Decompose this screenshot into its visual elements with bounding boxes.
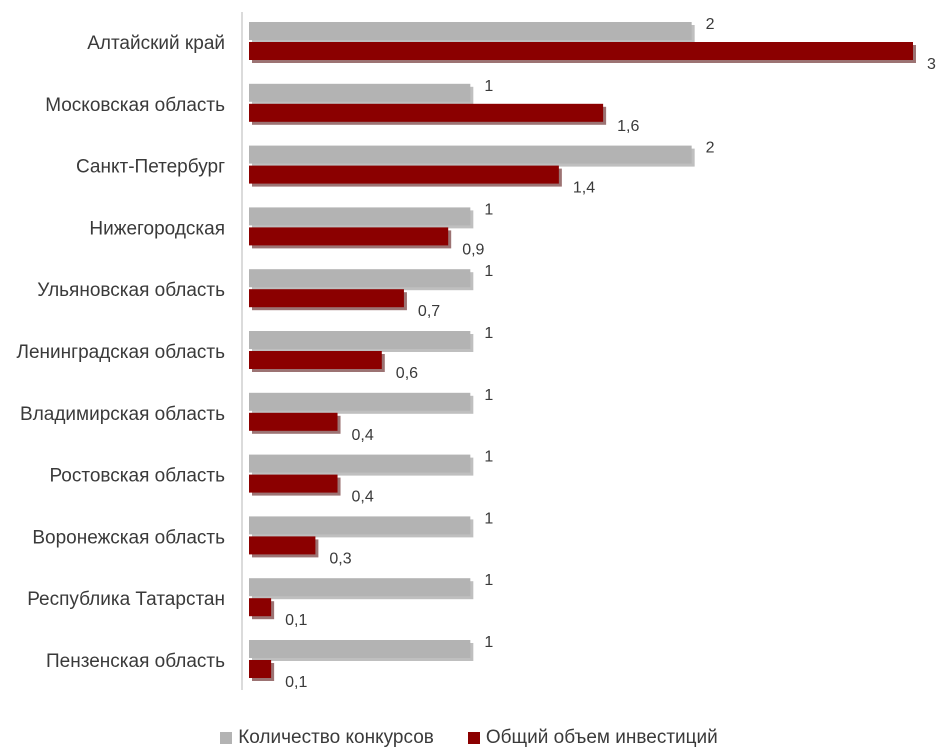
value-label-contests: 1	[484, 449, 493, 466]
value-label-contests: 1	[484, 572, 493, 589]
bar-investments	[249, 598, 272, 617]
bar-investments	[249, 103, 604, 122]
value-label-contests: 1	[484, 325, 493, 342]
category-label: Ленинградская область	[17, 342, 226, 363]
bar-investments	[249, 227, 449, 246]
category-label: Санкт-Петербург	[76, 157, 225, 178]
legend-swatch-contests	[220, 732, 233, 744]
bar-contests	[249, 392, 471, 411]
value-label-investments: 0,3	[329, 550, 351, 567]
value-label-contests: 1	[484, 634, 493, 651]
bar-contests	[249, 22, 692, 40]
value-label-contests: 1	[484, 78, 493, 95]
category-label: Пензенская область	[46, 651, 225, 672]
legend-label-contests: Количество конкурсов	[238, 727, 434, 748]
bar-contests	[249, 83, 471, 102]
category-label: Республика Татарстан	[27, 589, 225, 610]
bar-investments	[249, 351, 382, 369]
bar-contests	[249, 454, 471, 473]
bar-investments	[249, 474, 338, 493]
legend: Количество конкурсов Общий объем инвести…	[0, 727, 938, 749]
category-label: Нижегородская	[89, 218, 225, 239]
category-label: Ульяновская область	[37, 280, 225, 301]
bar-investments	[249, 165, 559, 184]
value-label-investments: 0,7	[418, 303, 440, 320]
value-label-investments: 0,9	[462, 241, 484, 258]
category-label: Московская область	[45, 95, 225, 116]
bar-contests	[249, 207, 471, 226]
value-label-investments: 0,4	[352, 489, 374, 506]
bar-investments	[249, 289, 404, 308]
legend-item-contests: Количество конкурсов	[220, 727, 434, 749]
value-label-contests: 2	[706, 16, 715, 33]
bars-group	[249, 22, 916, 681]
value-label-investments: 0,4	[352, 427, 374, 444]
value-label-investments: 0,1	[285, 612, 307, 629]
value-label-contests: 1	[484, 263, 493, 280]
bar-contests	[249, 516, 471, 535]
value-label-investments: 1,4	[573, 180, 595, 197]
bar-contests	[249, 269, 471, 288]
bar-investments	[249, 412, 338, 431]
value-label-contests: 2	[706, 140, 715, 157]
value-label-investments: 1,6	[617, 118, 639, 135]
legend-label-investments: Общий объем инвестиций	[485, 727, 718, 748]
bar-contests	[249, 578, 471, 597]
bar-investments	[249, 660, 272, 678]
value-label-contests: 1	[484, 387, 493, 404]
legend-swatch-investments	[467, 732, 480, 744]
value-label-contests: 1	[484, 510, 493, 527]
value-label-contests: 1	[484, 201, 493, 218]
category-label: Алтайский край	[87, 33, 225, 54]
value-label-investments: 3	[927, 56, 936, 73]
bar-contests	[249, 331, 471, 349]
bar-contests	[249, 145, 692, 164]
legend-item-investments: Общий объем инвестиций	[467, 727, 718, 749]
category-label: Воронежская область	[32, 527, 225, 548]
value-label-investments: 0,6	[396, 365, 418, 382]
value-label-investments: 0,1	[285, 674, 307, 691]
bar-investments	[249, 42, 913, 60]
category-label: Ростовская область	[49, 466, 225, 487]
bar-contests	[249, 640, 471, 658]
bar-investments	[249, 536, 316, 555]
labels-group: Алтайский край 2 3 Московская область 1 1,6 Са…	[17, 16, 936, 691]
category-label: Владимирская область	[20, 404, 225, 425]
